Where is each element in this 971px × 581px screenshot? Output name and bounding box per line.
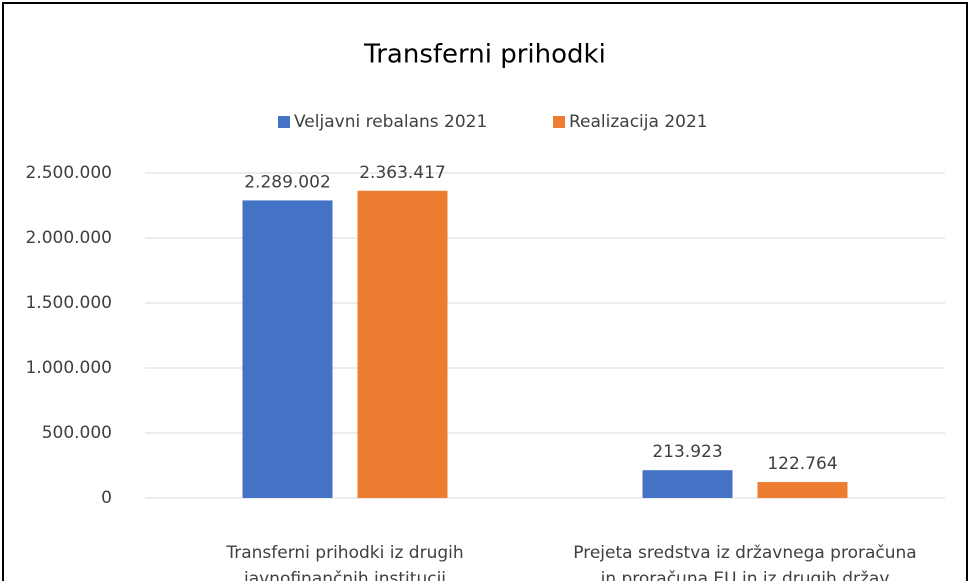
chart-title: Transferni prihodki (363, 40, 606, 70)
bar (642, 470, 733, 498)
y-tick-label: 500.000 (42, 423, 112, 443)
x-tick-label: javnofinančnih institucij (243, 569, 446, 581)
legend-label: Realizacija 2021 (569, 112, 708, 132)
data-label: 2.289.002 (244, 172, 331, 192)
y-tick-label: 1.000.000 (25, 358, 112, 378)
legend-swatch (553, 116, 565, 128)
data-label: 2.363.417 (359, 163, 446, 183)
bar (242, 200, 333, 498)
data-label: 213.923 (652, 442, 722, 462)
y-tick-label: 1.500.000 (25, 293, 112, 313)
y-tick-label: 2.500.000 (25, 163, 112, 183)
x-tick-label: Prejeta sredstva iz državnega proračuna (573, 543, 916, 563)
bar (357, 190, 448, 498)
x-tick-label: Transferni prihodki iz drugih (225, 543, 463, 563)
legend-label: Veljavni rebalans 2021 (294, 112, 487, 132)
y-tick-label: 0 (101, 488, 112, 508)
data-label: 122.764 (767, 454, 837, 474)
x-tick-label: in proračuna EU in iz drugih držav (601, 569, 890, 581)
bar (757, 482, 848, 498)
y-tick-label: 2.000.000 (25, 228, 112, 248)
legend-swatch (278, 116, 290, 128)
